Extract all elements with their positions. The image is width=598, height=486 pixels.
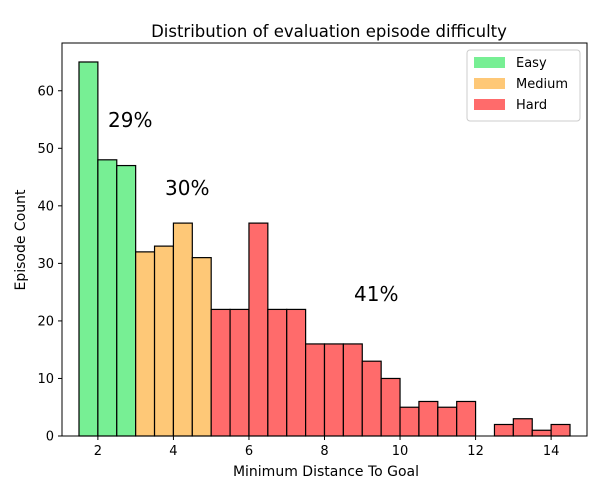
legend-swatch-hard (474, 99, 505, 110)
percentage-annotations: 29% 30% 41% (108, 108, 398, 306)
histogram-bar-hard (418, 400, 439, 437)
legend-label-hard: Hard (516, 98, 547, 113)
x-tick-label: 2 (94, 444, 102, 459)
x-tick-label: 14 (543, 444, 560, 459)
histogram-bar-easy (116, 164, 137, 437)
x-tick-label: 4 (169, 444, 177, 459)
histogram-bar-easy (78, 61, 99, 437)
histogram-bar-hard (267, 308, 288, 437)
y-tick-label: 10 (37, 372, 54, 387)
histogram-bar-hard (531, 429, 552, 437)
annotation-easy-percent: 29% (108, 108, 152, 132)
annotation-medium-percent: 30% (165, 176, 209, 200)
histogram-bar-easy (97, 159, 118, 437)
y-tick-label: 50 (37, 142, 54, 157)
histogram-bar-hard (286, 308, 307, 437)
histogram-bar-medium (172, 222, 193, 437)
x-tick-label: 12 (467, 444, 484, 459)
chart-title: Distribution of evaluation episode diffi… (151, 22, 507, 41)
histogram-bar-hard (512, 418, 533, 437)
histogram-bar-hard (456, 400, 477, 437)
histogram-bar-hard (361, 360, 382, 437)
bars-group (78, 61, 571, 437)
histogram-bar-medium (153, 245, 175, 437)
annotation-hard-percent: 41% (354, 282, 398, 306)
y-tick-label: 30 (37, 257, 54, 272)
y-tick-label: 40 (37, 199, 54, 214)
y-axis-label: Episode Count (13, 189, 29, 291)
x-tick-label: 10 (392, 444, 409, 459)
x-axis-ticks: 2 4 6 8 10 12 14 (94, 436, 560, 459)
histogram-bar-hard (550, 423, 571, 437)
legend: Easy Medium Hard (466, 49, 581, 122)
histogram-bar-hard (342, 343, 363, 437)
x-axis-label: Minimum Distance To Goal (233, 464, 419, 480)
histogram-bar-hard (248, 222, 269, 437)
histogram-bar-medium (135, 251, 156, 437)
y-tick-label: 60 (37, 84, 54, 99)
legend-swatch-medium (474, 78, 505, 89)
x-tick-label: 6 (245, 444, 253, 459)
histogram-bar-hard (399, 406, 420, 437)
y-axis-ticks: 0 10 20 30 40 50 60 (37, 84, 62, 445)
histogram-bar-hard (380, 377, 401, 437)
x-tick-label: 8 (320, 444, 328, 459)
y-tick-label: 20 (37, 314, 54, 329)
histogram-bar-hard (437, 406, 458, 437)
y-tick-label: 0 (46, 430, 54, 445)
histogram-bar-medium (191, 257, 212, 437)
histogram-bar-hard (229, 308, 250, 437)
histogram-bar-hard (493, 423, 514, 437)
legend-swatch-easy (474, 57, 505, 68)
histogram-bar-hard (210, 308, 231, 437)
legend-label-easy: Easy (516, 56, 547, 71)
legend-label-medium: Medium (516, 77, 568, 92)
histogram-bar-hard (305, 343, 326, 437)
histogram-bar-hard (323, 343, 344, 437)
